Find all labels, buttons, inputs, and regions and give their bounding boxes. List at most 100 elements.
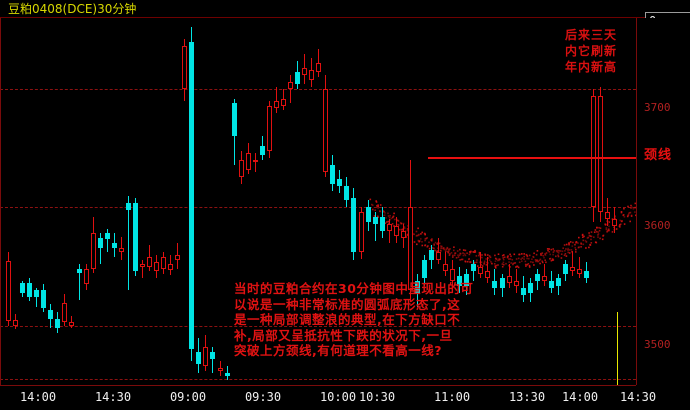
neckline-annotation bbox=[428, 156, 636, 159]
candle-body bbox=[83, 268, 89, 285]
candle-body bbox=[344, 186, 350, 201]
candle-body bbox=[337, 179, 343, 187]
candle-body bbox=[548, 280, 554, 288]
candle-body bbox=[513, 280, 519, 286]
candle-body bbox=[34, 290, 40, 298]
candle-body bbox=[400, 231, 406, 239]
candle-body bbox=[245, 152, 251, 170]
candle-body bbox=[154, 261, 159, 272]
title-divider bbox=[0, 17, 690, 18]
time-axis-tick: 09:00 bbox=[169, 390, 207, 404]
candle-wick bbox=[212, 347, 214, 374]
candle-body bbox=[104, 233, 110, 240]
candle-body bbox=[132, 202, 138, 272]
candle-body bbox=[20, 283, 26, 293]
top-right-note-line: 年内新高 bbox=[565, 60, 618, 74]
candle-body bbox=[27, 283, 33, 298]
candle-body bbox=[288, 81, 293, 90]
candle-body bbox=[48, 310, 54, 319]
candle-wick bbox=[78, 264, 80, 300]
candle-body bbox=[379, 216, 385, 232]
candle-body bbox=[555, 278, 561, 286]
candle-body bbox=[111, 242, 117, 248]
candle-body bbox=[168, 264, 174, 271]
candle-body bbox=[252, 160, 258, 163]
candle-body bbox=[365, 207, 371, 222]
candle-body bbox=[259, 145, 265, 156]
commentary-note-line: 补,局部又呈抵抗性下跌的状况下,一旦 bbox=[234, 327, 453, 343]
price-axis-tick: 3700 bbox=[644, 101, 671, 115]
candle-body bbox=[520, 287, 526, 296]
candle-body bbox=[471, 264, 477, 272]
candle-body bbox=[457, 276, 463, 286]
price-axis-tick: 3600 bbox=[644, 219, 671, 233]
candle-wick bbox=[543, 264, 545, 286]
candle-body bbox=[527, 283, 533, 293]
candle-wick bbox=[388, 219, 390, 243]
candle-body bbox=[69, 322, 75, 326]
commentary-note-line: 突破上方颈线,有何道理不看高一线? bbox=[234, 343, 443, 358]
candle-body bbox=[393, 226, 399, 236]
chart-plot-area[interactable] bbox=[0, 18, 636, 385]
candle-body bbox=[506, 276, 512, 284]
candle-body bbox=[90, 233, 96, 269]
gridline bbox=[0, 379, 636, 381]
candle-body bbox=[309, 70, 315, 80]
candle-wick bbox=[572, 252, 573, 277]
candle-wick bbox=[579, 257, 580, 279]
candle-body bbox=[62, 303, 68, 323]
top-right-note-line: 后来三天 bbox=[565, 28, 618, 42]
candle-body bbox=[541, 276, 547, 281]
candle-body bbox=[436, 252, 442, 260]
candle-body bbox=[139, 264, 145, 267]
candle-body bbox=[598, 96, 604, 213]
candle-body bbox=[464, 273, 470, 286]
candle-wick bbox=[99, 233, 101, 265]
gridline bbox=[0, 325, 636, 327]
crosshair-cursor[interactable] bbox=[617, 311, 618, 385]
candle-body bbox=[266, 105, 272, 151]
commentary-note-line: 是一种局部调整浪的典型,在下方缺口不 bbox=[234, 312, 461, 327]
candle-body bbox=[196, 351, 202, 364]
candle-body bbox=[358, 212, 364, 253]
top-right-note-line: 内它刷新 bbox=[565, 44, 618, 58]
candle-body bbox=[450, 268, 456, 281]
candle-body bbox=[372, 216, 378, 224]
candle-body bbox=[443, 264, 449, 272]
candle-body bbox=[238, 160, 244, 177]
candle-body bbox=[203, 347, 209, 367]
time-axis-tick: 14:00 bbox=[19, 390, 57, 404]
candle-body bbox=[316, 62, 322, 73]
candle-body bbox=[584, 271, 590, 279]
candle-wick bbox=[487, 257, 489, 284]
candle-body bbox=[407, 207, 413, 291]
candle-body bbox=[351, 197, 357, 253]
time-axis-tick: 14:00 bbox=[561, 390, 599, 404]
candle-wick bbox=[254, 152, 256, 172]
candle-body bbox=[562, 264, 568, 274]
candle-body bbox=[189, 41, 195, 350]
candle-wick bbox=[275, 86, 277, 113]
gridline bbox=[0, 207, 636, 209]
candle-body bbox=[612, 219, 618, 227]
axis-frame-line-left bbox=[0, 18, 1, 385]
time-axis-tick: 10:30 bbox=[358, 390, 396, 404]
candle-body bbox=[175, 254, 181, 260]
candle-body bbox=[330, 164, 336, 184]
candle-body bbox=[302, 67, 308, 75]
time-axis-tick: 11:00 bbox=[433, 390, 471, 404]
candle-wick bbox=[36, 287, 38, 307]
candle-body bbox=[499, 278, 505, 288]
candle-body bbox=[492, 280, 498, 288]
price-axis-tick: 3500 bbox=[644, 337, 671, 351]
candle-body bbox=[217, 368, 223, 371]
time-axis-tick: 14:30 bbox=[94, 390, 132, 404]
candle-body bbox=[577, 268, 582, 274]
candle-body bbox=[55, 318, 61, 329]
neckline-label: 颈线 bbox=[644, 147, 673, 163]
candle-body bbox=[485, 271, 491, 279]
top-right-note: 后来三天内它刷新年内新高 bbox=[565, 27, 617, 75]
commentary-note: 当时的豆粕合约在30分钟图中呈现出的可 以说是一种非常标准的圆弧底形态了,这 是一种… bbox=[234, 281, 473, 359]
time-axis-tick: 09:30 bbox=[244, 390, 282, 404]
candle-wick bbox=[219, 361, 221, 376]
